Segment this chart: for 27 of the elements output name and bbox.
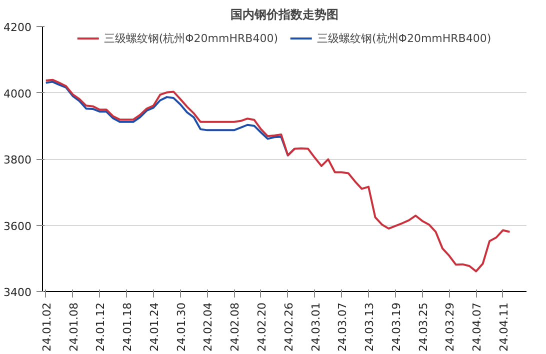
x-tick-label: 24.03.19: [390, 302, 403, 352]
y-tick-label: 4200: [4, 21, 32, 34]
x-tick-label: 24.03.25: [416, 302, 430, 352]
legend-label: 三级螺纹钢(杭州Φ20mmHRB400): [317, 30, 492, 46]
y-tick-label: 4000: [4, 87, 32, 100]
x-tick-label: 24.01.18: [121, 302, 134, 352]
x-tick-label: 24.03.01: [309, 302, 322, 352]
x-tick-label: 24.02.08: [228, 302, 242, 352]
y-tick-label: 3800: [4, 154, 32, 166]
legend-label: 三级螺纹钢(杭州Φ20mmHRB400): [104, 30, 278, 46]
chart-title: 国内钢价指数走势图: [230, 8, 338, 22]
y-tick-label: 3400: [4, 286, 32, 299]
y-tick-label: 3600: [4, 220, 32, 233]
x-tick-label: 24.03.29: [444, 302, 457, 352]
x-tick-label: 24.02.26: [282, 302, 296, 352]
x-tick-label: 24.01.24: [148, 302, 161, 352]
x-tick-label: 24.03.13: [363, 302, 376, 352]
x-tick-label: 24.04.11: [497, 302, 510, 352]
x-tick-label: 24.01.02: [40, 302, 54, 352]
x-tick-label: 24.01.08: [67, 302, 80, 352]
x-tick-label: 24.03.07: [336, 302, 350, 352]
line-series: [44, 78, 511, 272]
x-tick-label: 24.01.12: [94, 302, 108, 352]
x-tick-label: 24.02.20: [255, 302, 268, 352]
x-tick-label: 24.04.07: [470, 302, 484, 352]
x-tick-label: 24.02.04: [202, 302, 215, 352]
x-tick-label: 24.01.30: [174, 302, 188, 352]
